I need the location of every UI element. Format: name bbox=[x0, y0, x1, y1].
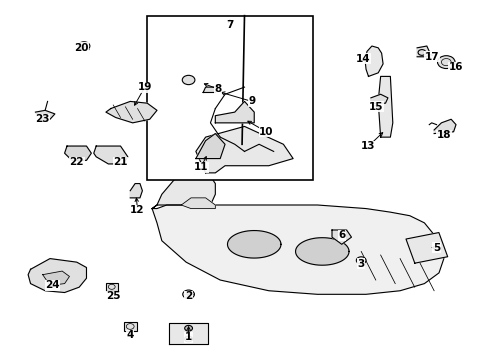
Text: 25: 25 bbox=[106, 291, 120, 301]
Text: 5: 5 bbox=[432, 243, 439, 253]
Circle shape bbox=[183, 290, 194, 298]
Circle shape bbox=[182, 75, 195, 85]
Text: 18: 18 bbox=[436, 130, 450, 140]
Circle shape bbox=[184, 336, 192, 342]
Circle shape bbox=[437, 56, 454, 68]
Text: 22: 22 bbox=[69, 157, 84, 167]
Polygon shape bbox=[295, 238, 348, 265]
Polygon shape bbox=[35, 111, 55, 119]
Polygon shape bbox=[331, 230, 351, 244]
Polygon shape bbox=[405, 233, 447, 263]
Polygon shape bbox=[377, 76, 392, 137]
FancyBboxPatch shape bbox=[123, 322, 136, 331]
Text: 9: 9 bbox=[248, 96, 255, 107]
Text: 14: 14 bbox=[356, 54, 370, 64]
Text: 3: 3 bbox=[357, 259, 364, 269]
Text: 24: 24 bbox=[45, 280, 60, 291]
Circle shape bbox=[78, 42, 90, 50]
Polygon shape bbox=[196, 134, 224, 158]
Text: 4: 4 bbox=[126, 330, 134, 341]
Text: 8: 8 bbox=[214, 84, 221, 94]
Polygon shape bbox=[28, 258, 86, 293]
FancyBboxPatch shape bbox=[147, 16, 312, 180]
Polygon shape bbox=[106, 102, 157, 123]
Text: 23: 23 bbox=[36, 114, 50, 124]
Polygon shape bbox=[215, 102, 254, 123]
Text: 6: 6 bbox=[337, 230, 345, 240]
Text: 21: 21 bbox=[113, 157, 127, 167]
Text: 2: 2 bbox=[184, 291, 192, 301]
Polygon shape bbox=[433, 119, 455, 134]
Polygon shape bbox=[203, 87, 217, 93]
Polygon shape bbox=[64, 146, 91, 160]
Polygon shape bbox=[42, 271, 69, 285]
Polygon shape bbox=[227, 230, 281, 258]
Text: 19: 19 bbox=[137, 82, 152, 92]
Polygon shape bbox=[152, 173, 215, 208]
Polygon shape bbox=[130, 184, 142, 198]
Polygon shape bbox=[169, 323, 207, 344]
Text: 20: 20 bbox=[74, 43, 89, 53]
FancyBboxPatch shape bbox=[106, 283, 117, 291]
Text: 17: 17 bbox=[424, 52, 438, 62]
Polygon shape bbox=[365, 46, 382, 76]
Circle shape bbox=[356, 257, 366, 264]
Polygon shape bbox=[370, 94, 387, 103]
Circle shape bbox=[184, 325, 192, 331]
Text: 1: 1 bbox=[184, 332, 192, 342]
Text: 15: 15 bbox=[368, 102, 382, 112]
Text: 10: 10 bbox=[259, 127, 273, 137]
Polygon shape bbox=[181, 198, 215, 208]
Text: 12: 12 bbox=[130, 205, 144, 215]
Text: 11: 11 bbox=[193, 162, 207, 172]
Polygon shape bbox=[152, 205, 443, 294]
Text: 13: 13 bbox=[361, 141, 375, 151]
Polygon shape bbox=[196, 126, 292, 173]
Polygon shape bbox=[94, 146, 127, 164]
Polygon shape bbox=[416, 46, 428, 57]
Text: 7: 7 bbox=[226, 19, 233, 30]
Text: 16: 16 bbox=[448, 63, 462, 72]
